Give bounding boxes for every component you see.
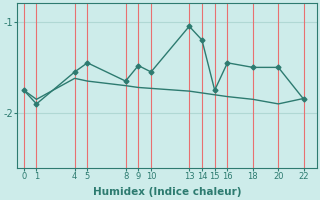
X-axis label: Humidex (Indice chaleur): Humidex (Indice chaleur) — [93, 187, 241, 197]
